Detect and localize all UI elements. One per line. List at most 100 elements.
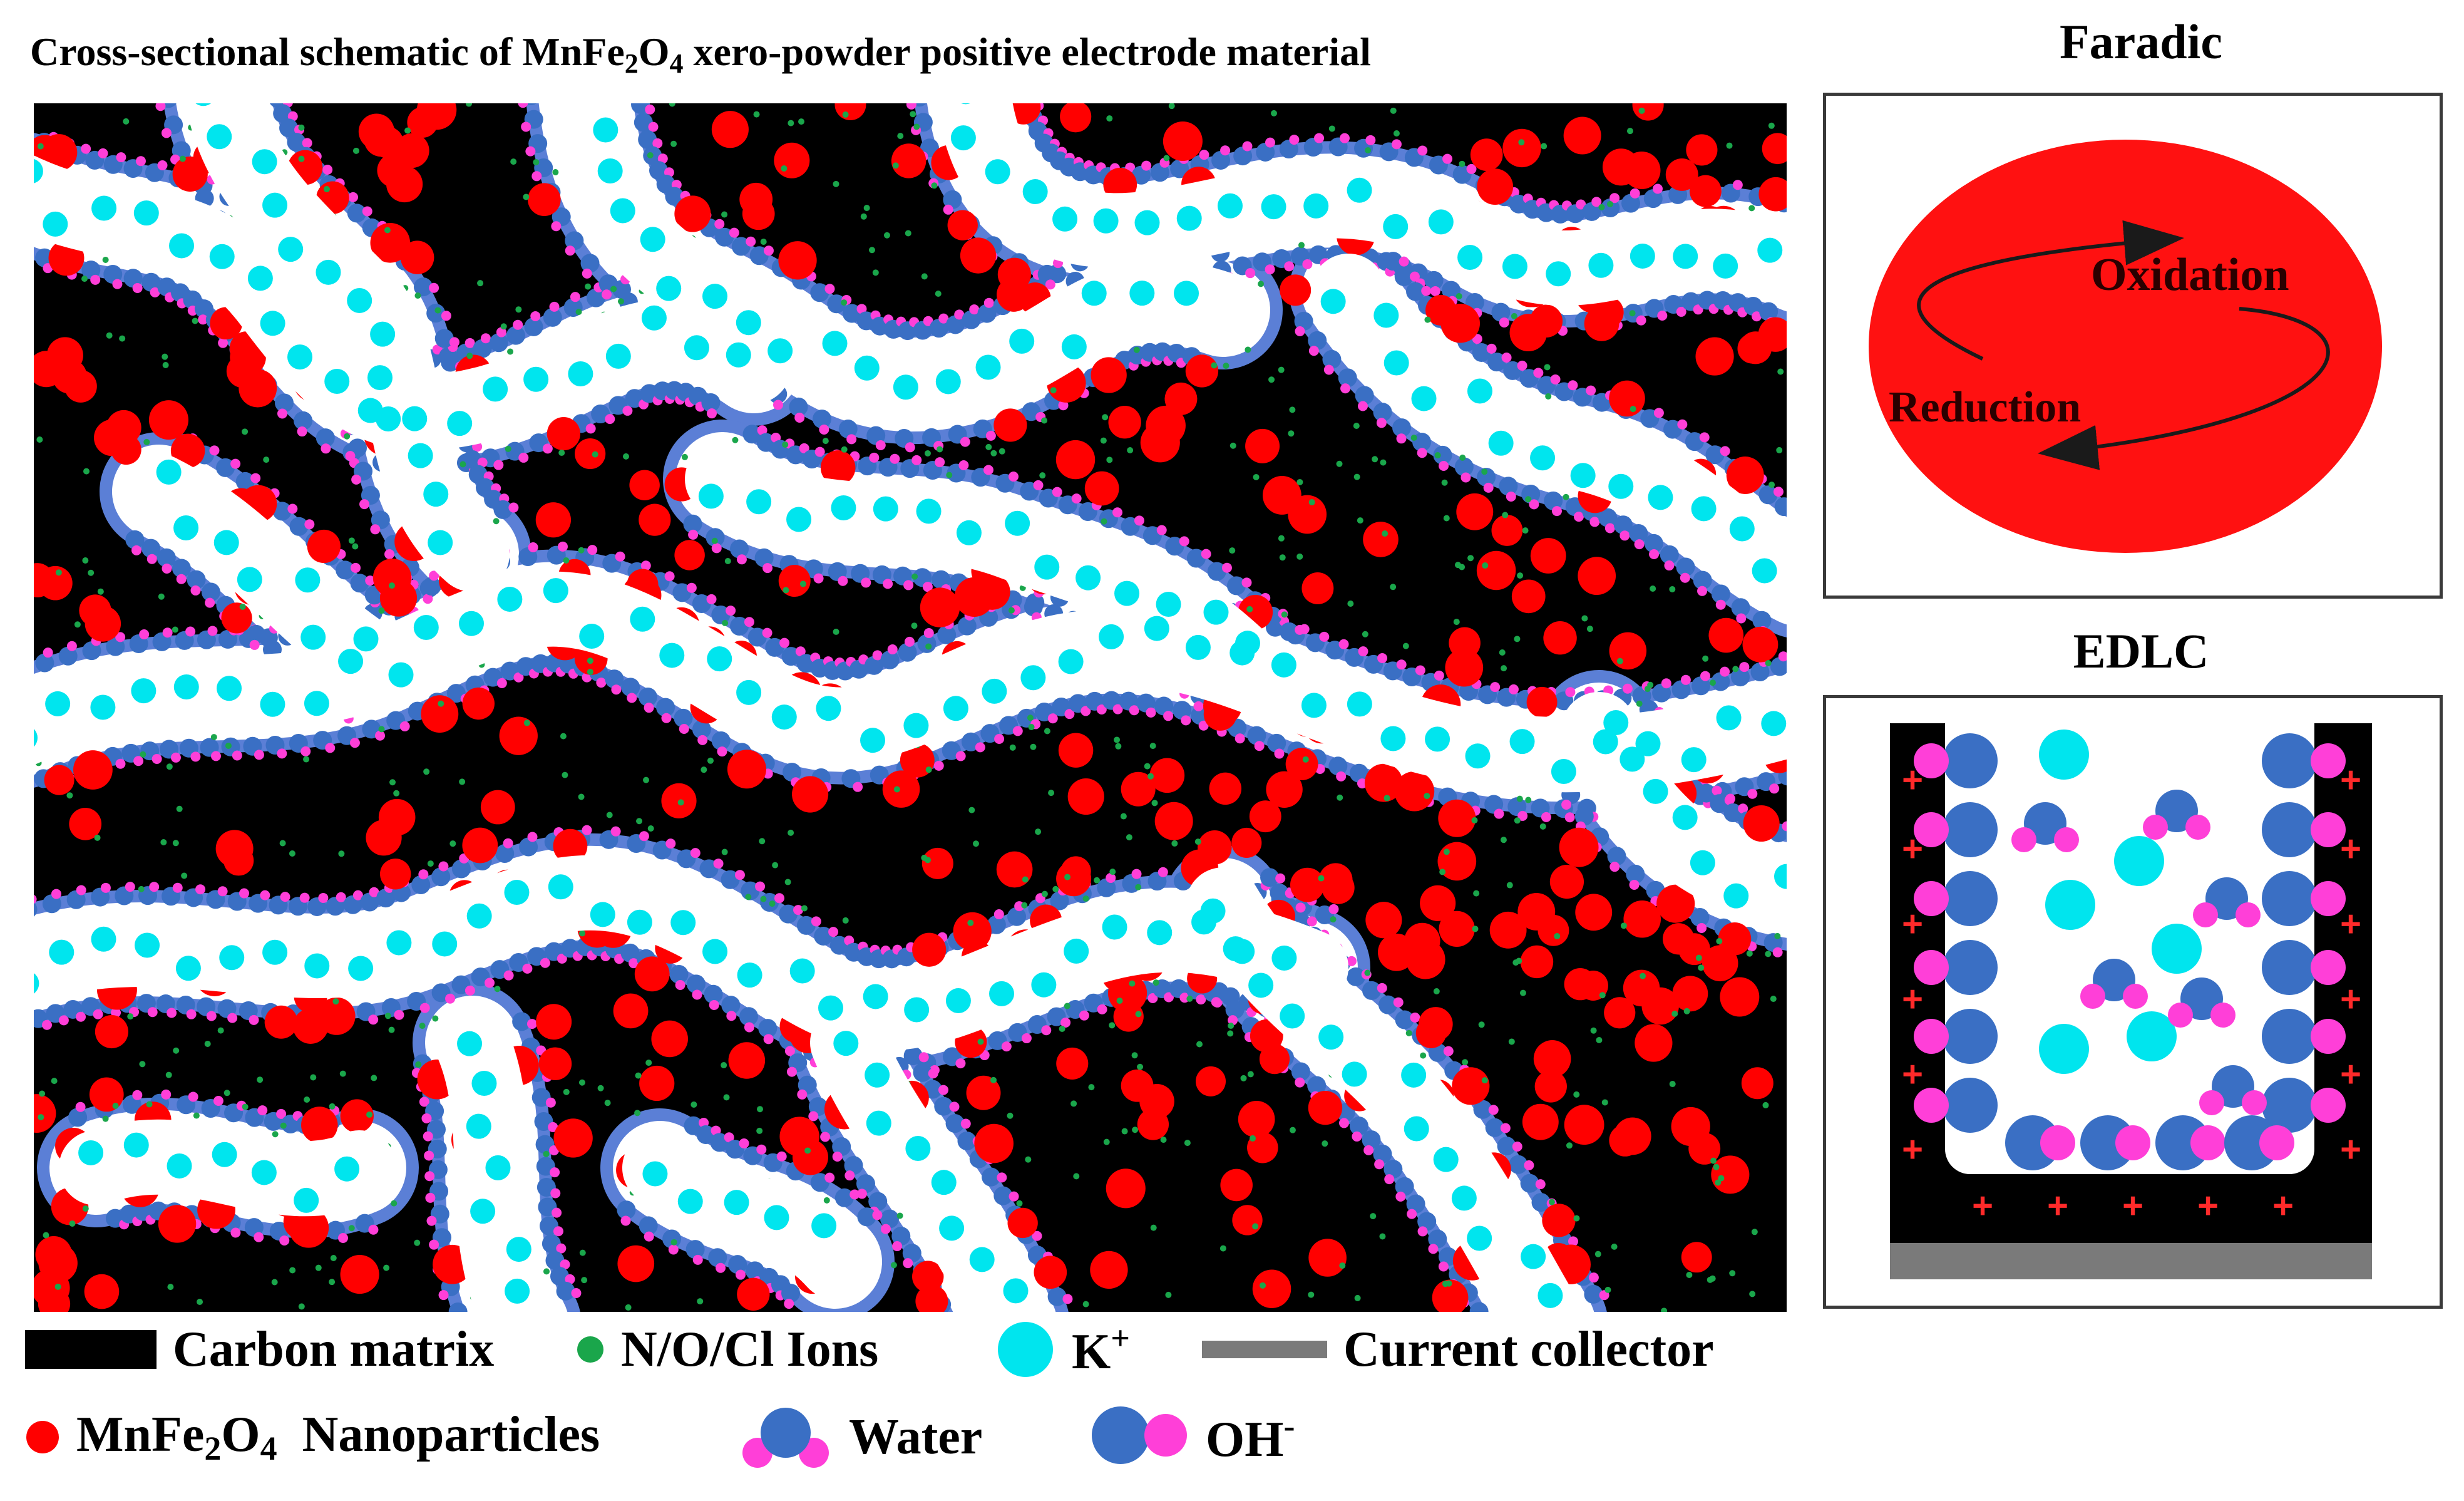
potassium-ion: [447, 411, 473, 436]
potassium-ion: [1176, 205, 1202, 231]
water-hydrogen: [1778, 651, 1787, 662]
ion-dot: [1482, 562, 1489, 569]
ion-dot: [1522, 527, 1529, 534]
potassium-ion: [432, 931, 458, 957]
nanoparticle: [1726, 456, 1764, 494]
ion-dot: [1709, 1275, 1716, 1282]
nanoparticle: [1266, 771, 1303, 808]
water-oxygen: [1598, 508, 1618, 527]
water-hydrogen: [139, 629, 150, 640]
water-hydrogen: [938, 1085, 948, 1095]
ion-dot: [1127, 447, 1134, 454]
nanoparticle: [379, 579, 418, 617]
water-hydrogen: [162, 627, 173, 638]
water-hydrogen: [100, 882, 111, 893]
water-hydrogen: [828, 927, 839, 937]
water-oxygen: [103, 265, 123, 284]
ion-dot: [1246, 606, 1253, 612]
np-sub-1: 2: [204, 1430, 222, 1467]
ion-dot: [427, 860, 434, 867]
water-hydrogen: [1417, 145, 1428, 156]
ion-dot: [581, 1277, 588, 1284]
nanoparticle: [834, 103, 866, 121]
nanoparticle: [1060, 856, 1091, 887]
water-hydrogen: [1376, 418, 1387, 428]
potassium-ion: [1546, 261, 1571, 287]
nanoparticle: [996, 851, 1033, 888]
water-hydrogen: [304, 519, 315, 530]
water-hydrogen: [1524, 1160, 1534, 1170]
water-oxygen: [1037, 264, 1057, 284]
water-hydrogen: [217, 886, 228, 897]
reduction-label: Reduction: [1889, 383, 2081, 431]
water-hydrogen: [1328, 904, 1339, 914]
ion-dot: [1382, 530, 1389, 537]
nanoparticle: [1530, 538, 1566, 574]
water-hydrogen: [1081, 706, 1091, 716]
potassium-ion: [135, 932, 160, 958]
legend-carbon-matrix: Carbon matrix: [25, 1318, 494, 1381]
water-hydrogen: [1045, 279, 1055, 290]
water-hydrogen: [1680, 674, 1691, 685]
adsorbed-hydroxide-oxygen: [1943, 1009, 1998, 1064]
ion-dot: [344, 433, 351, 440]
water-hydrogen: [131, 545, 142, 555]
nanoparticle: [84, 1274, 120, 1309]
edlc-diagram: +++++++++++++ + + + +: [1890, 723, 2372, 1279]
water-hydrogen: [661, 713, 672, 723]
adsorbed-hydroxide-hydrogen: [2311, 950, 2346, 985]
water-hydrogen: [744, 617, 754, 627]
water-oxygen: [201, 582, 220, 602]
water-oxygen: [827, 294, 846, 314]
edlc-potassium-ion: [2127, 1011, 2177, 1061]
water-hydrogen: [640, 560, 651, 571]
nanoparticle: [1758, 317, 1787, 352]
water-hydrogen: [960, 436, 970, 447]
nanoparticle: [674, 540, 705, 570]
potassium-ion: [388, 662, 414, 688]
water-oxygen: [1394, 267, 1414, 286]
ion-dot: [1149, 743, 1156, 750]
water-oxygen: [493, 500, 513, 519]
water-hydrogen: [540, 957, 550, 968]
water-hydrogen: [1720, 446, 1730, 456]
nanoparticle: [34, 1269, 70, 1308]
water-hydrogen: [250, 473, 261, 483]
water-hydrogen: [844, 1170, 855, 1181]
water-hydrogen: [688, 529, 699, 540]
nanoparticle: [1259, 1044, 1290, 1075]
ion-dot: [1566, 1142, 1573, 1149]
ion-dot: [352, 147, 359, 154]
nanoparticle: [1185, 354, 1219, 388]
ion-dot: [1337, 794, 1343, 801]
water-hydrogen: [869, 452, 880, 463]
water-oxygen: [524, 317, 543, 336]
water-hydrogen: [560, 1259, 570, 1270]
ion-dot: [1746, 950, 1753, 957]
water-hydrogen: [1550, 374, 1561, 384]
water-hydrogen: [172, 882, 183, 893]
potassium-ion: [91, 926, 116, 952]
water-hydrogen: [605, 414, 615, 425]
water-oxygen: [1207, 562, 1226, 581]
water-hydrogen: [1434, 670, 1444, 681]
water-oxygen: [1349, 763, 1368, 783]
ion-dot: [1718, 1175, 1725, 1182]
water-oxygen: [1047, 1287, 1067, 1306]
ion-dot: [339, 1070, 346, 1077]
pore-core: [121, 454, 422, 704]
water-hydrogen: [424, 1150, 434, 1161]
water-oxygen: [545, 1251, 565, 1270]
ion-dot: [384, 1013, 391, 1019]
ion-dot: [1596, 1036, 1603, 1043]
water-hydrogen: [375, 730, 386, 741]
nanoparticle: [778, 241, 817, 280]
ion-dot: [1278, 535, 1285, 542]
ion-dot: [466, 103, 473, 107]
potassium-ion: [1185, 634, 1211, 660]
water-hydrogen: [1323, 364, 1334, 375]
water-oxygen: [543, 307, 562, 327]
ion-dot: [788, 829, 794, 836]
nanoparticle: [1364, 763, 1403, 802]
potassium-ion: [428, 530, 453, 555]
